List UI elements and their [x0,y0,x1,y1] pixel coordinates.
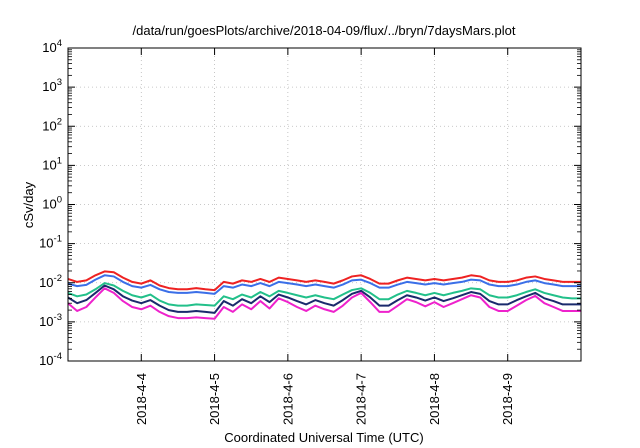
x-tick-label: 2018-4-4 [134,373,149,425]
ticks [68,47,581,362]
y-axis-label: cSv/day [21,181,36,228]
y-tick-label: 102 [42,116,62,133]
grid [68,48,581,361]
series-line-1 [67,270,581,292]
y-tick-label: 10-3 [39,312,62,329]
x-tick-label: 2018-4-5 [207,373,222,425]
x-axis-label: Coordinated Universal Time (UTC) [224,430,423,445]
x-tick-label: 2018-4-8 [427,373,442,425]
y-tick-label: 101 [42,155,62,172]
series-line-4 [67,284,581,314]
series-line-5 [67,287,581,320]
series-line-3 [67,282,581,307]
y-tick-label: 10-4 [39,351,62,368]
y-tick-label: 104 [42,38,62,55]
y-tick-label: 10-1 [39,234,62,251]
y-tick-labels: 10-4 10-3 10-2 10-1 100 101 102 103 104 [39,38,62,368]
series-layer [67,270,581,320]
chart-title: /data/run/goesPlots/archive/2018-04-09/f… [133,23,516,38]
x-tick-label: 2018-4-7 [354,373,369,425]
y-tick-label: 100 [42,195,62,212]
x-tick-labels: 2018-4-4 2018-4-5 2018-4-6 2018-4-7 2018-4-8… [134,373,515,425]
x-tick-label: 2018-4-9 [500,373,515,425]
x-tick-label: 2018-4-6 [280,373,295,425]
series-line-2 [67,274,581,295]
y-tick-label: 103 [42,77,62,94]
y-tick-label: 10-2 [39,273,62,290]
